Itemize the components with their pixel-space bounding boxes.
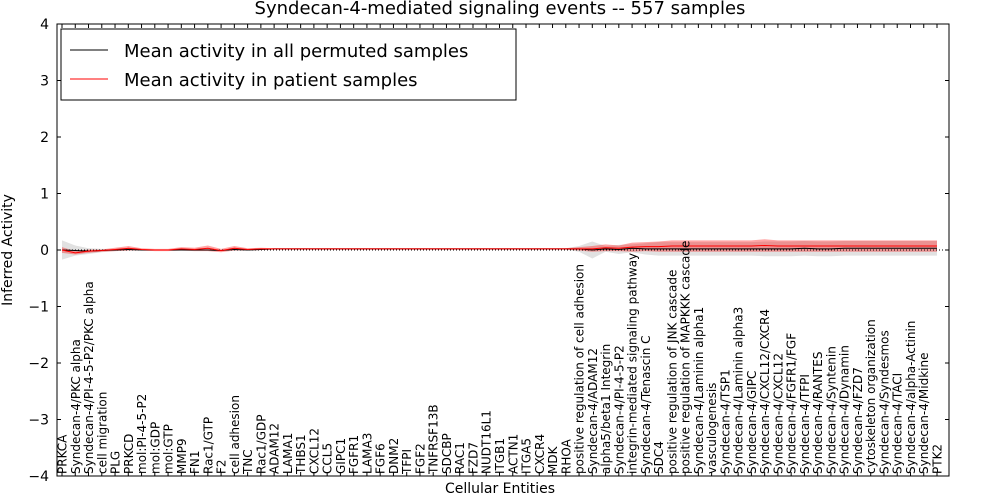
x-tick-label: Syndecan-4/Midkine <box>917 353 931 474</box>
x-tick-label: positive regulation of cell adhesion <box>573 264 587 474</box>
x-tick-label: THBS1 <box>294 434 308 475</box>
x-tick-label: CXCL12 <box>307 428 321 474</box>
x-tick-label: Syndecan-4/FZD7 <box>851 367 865 474</box>
x-tick-label: TNC <box>241 449 255 475</box>
band-patient <box>62 239 937 255</box>
x-tick-label: RHOA <box>559 438 573 474</box>
x-tick-label: Syndecan-4/PI-4-5-P2 <box>612 345 626 474</box>
y-tick-label: 0 <box>40 243 49 259</box>
x-tick-label: SDCBP <box>440 433 454 474</box>
x-tick-label: Syndecan-4/alpha-Actinin <box>904 321 918 474</box>
x-tick-label: CXCR4 <box>533 434 547 474</box>
x-tick-label: alpha5/beta1 Integrin <box>599 344 613 474</box>
x-tick-label: ITGA5 <box>520 438 534 474</box>
x-tick-label: GIPC1 <box>334 438 348 474</box>
x-tick-label: Syndecan-4/PI-4-5-P2/PKC alpha <box>82 281 96 474</box>
x-tick-labels: PRKCA Syndecan-4/PKC alpha Syndecan-4/PI-4… <box>56 241 945 475</box>
series-line-patient <box>61 244 937 254</box>
y-tick-label: −4 <box>28 469 49 485</box>
x-tick-label: positive regulation of MAPKKK cascade <box>679 241 693 474</box>
x-tick-label: Syndecan-4/Syntenin <box>824 346 838 474</box>
x-tick-label: FZD7 <box>466 442 480 474</box>
x-tick-label: Syndecan-4/TSP1 <box>718 369 732 474</box>
x-tick-label: mol:GTP <box>162 424 176 474</box>
x-tick-label: PRKCA <box>56 434 70 474</box>
x-tick-label: TNFRSF13B <box>427 404 441 475</box>
x-tick-label: RAC1 <box>453 442 467 474</box>
x-tick-label: ITGB1 <box>493 438 507 474</box>
y-tick-label: 3 <box>40 74 49 90</box>
x-tick-label: MMP9 <box>175 438 189 474</box>
x-tick-label: PTK2 <box>931 444 945 474</box>
x-tick-label: Syndecan-4/GIPC <box>745 371 759 474</box>
x-tick-label: mol:PI-4-5-P2 <box>135 394 149 474</box>
x-tick-label: cell migration <box>95 392 109 474</box>
x-tick-label: Syndecan-4/Tenascin C <box>639 335 653 474</box>
x-tick-label: vasculogenesis <box>705 383 719 474</box>
x-tick-label: ACTN1 <box>506 434 520 474</box>
x-tick-label: Syndecan-4/ADAM12 <box>586 348 600 474</box>
x-tick-label: Syndecan-4/CXCL12/CXCR4 <box>758 309 772 474</box>
y-tick-label: 2 <box>40 130 49 146</box>
y-tick-label: −2 <box>28 356 49 372</box>
y-axis-label: Inferred Activity <box>0 194 16 306</box>
x-tick-label: Syndecan-4/Laminin alpha3 <box>732 307 746 474</box>
y-tick-label: −3 <box>28 413 49 429</box>
x-tick-label: Syndecan-4/RANTES <box>811 352 825 474</box>
x-tick-label: MDK <box>546 445 560 474</box>
x-tick-label: Rac1/GTP <box>201 417 215 474</box>
x-tick-label: PRKCD <box>122 434 136 474</box>
series-bands <box>62 239 937 260</box>
x-tick-label: Syndecan-4/FGFR1/FGF <box>785 333 799 474</box>
x-tick-label: DNM2 <box>387 438 401 474</box>
x-axis-label: Cellular Entities <box>445 481 555 497</box>
legend-label-permuted: Mean activity in all permuted samples <box>124 41 468 62</box>
band-permuted <box>62 240 937 260</box>
series-lines <box>57 244 949 254</box>
x-tick-label: ADAM12 <box>268 423 282 474</box>
x-tick-label: Syndecan-4/TACI <box>891 373 905 474</box>
x-tick-label: NUDT16L1 <box>480 410 494 474</box>
legend-box <box>60 28 517 101</box>
x-tick-label: Syndecan-4/TFPI <box>798 374 812 474</box>
legend-label-patient: Mean activity in patient samples <box>124 70 418 91</box>
x-tick-label: Syndecan-4/PKC alpha <box>69 339 83 474</box>
y-tick-label: 1 <box>40 187 49 203</box>
x-tick-label: Rac1/GDP <box>254 415 268 474</box>
x-tick-label: LAMA3 <box>360 433 374 474</box>
x-tick-label: positive regulation of JNK cascade <box>665 270 679 474</box>
x-tick-label: TFPI <box>400 449 414 475</box>
x-tick-label: F2 <box>215 459 229 474</box>
x-tick-label: FGFR1 <box>347 435 361 474</box>
x-tick-label: integrin-mediated signaling pathway <box>626 253 640 474</box>
x-ticks <box>61 24 938 476</box>
x-tick-label: cell adhesion <box>228 395 242 474</box>
x-tick-label: FN1 <box>188 450 202 474</box>
x-tick-label: CCL5 <box>321 443 335 474</box>
x-tick-label: mol:GDP <box>148 422 162 474</box>
x-tick-label: PLG <box>109 451 123 474</box>
x-tick-label: SDC4 <box>652 441 666 474</box>
x-tick-label: cytoskeleton organization <box>864 319 878 474</box>
y-tick-label: −1 <box>28 300 49 316</box>
x-tick-label: FGF2 <box>413 443 427 474</box>
chart-title: Syndecan-4-mediated signaling events -- … <box>255 0 746 19</box>
x-tick-label: Syndecan-4/Laminin alpha1 <box>692 307 706 474</box>
x-tick-label: LAMA1 <box>281 433 295 474</box>
x-tick-label: Syndecan-4/Dynamin <box>838 345 852 474</box>
x-tick-label: FGF6 <box>374 443 388 474</box>
legend: Mean activity in all permuted samples Me… <box>60 28 517 101</box>
plot-frame <box>56 23 950 477</box>
y-tick-label: 4 <box>40 17 49 33</box>
x-tick-label: Syndecan-4/CXCL12 <box>771 353 785 474</box>
x-tick-label: Syndecan-4/Syndesmos <box>877 330 891 474</box>
